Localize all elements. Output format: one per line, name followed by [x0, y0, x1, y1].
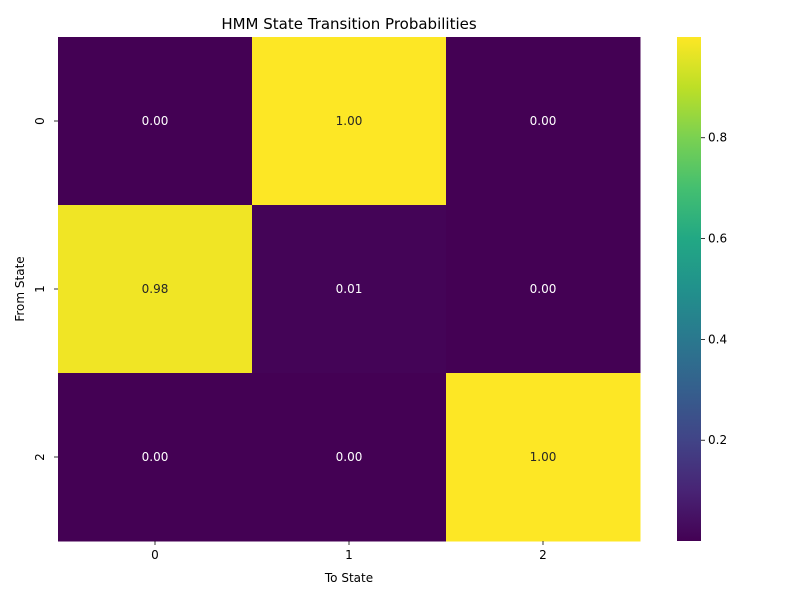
y-tick-label: 2: [33, 453, 47, 461]
heatmap-cell: [58, 205, 253, 374]
heatmap-cell: [58, 373, 253, 542]
colorbar-tick-label: 0.4: [708, 332, 727, 346]
heatmap-cells: [58, 37, 641, 542]
colorbar-tick-label: 0.6: [708, 232, 727, 246]
colorbar-tick-label: 0.2: [708, 433, 727, 447]
cell-value-label: 0.00: [142, 114, 169, 128]
colorbar-tick-label: 0.8: [708, 131, 727, 145]
y-tick-label: 1: [33, 285, 47, 293]
heatmap-cell: [446, 205, 641, 374]
heatmap-cell: [252, 205, 447, 374]
cell-value-label: 1.00: [336, 114, 363, 128]
cell-value-label: 0.00: [530, 114, 557, 128]
y-axis-label: From State: [13, 256, 27, 321]
heatmap-cell: [252, 37, 447, 206]
heatmap-cell: [58, 37, 253, 206]
chart-title: HMM State Transition Probabilities: [221, 15, 477, 33]
x-axis-label: To State: [324, 571, 373, 585]
heatmap-cell: [446, 373, 641, 542]
cell-value-label: 0.00: [336, 450, 363, 464]
y-axis-ticks: 0 1 2: [33, 117, 58, 461]
cell-value-label: 0.01: [336, 282, 363, 296]
heatmap-cell: [252, 373, 447, 542]
x-tick-label: 1: [345, 548, 353, 562]
cell-value-label: 0.98: [142, 282, 169, 296]
cell-value-label: 0.00: [142, 450, 169, 464]
cell-value-label: 1.00: [530, 450, 557, 464]
heatmap-cell: [446, 37, 641, 206]
cell-value-label: 0.00: [530, 282, 557, 296]
colorbar-ticks: 0.2 0.4 0.6 0.8: [701, 131, 727, 447]
colorbar: [677, 37, 701, 541]
y-tick-label: 0: [33, 117, 47, 125]
heatmap-cell-labels: 0.00 1.00 0.00 0.98 0.01 0.00 0.00 0.00 1.00: [142, 114, 557, 464]
x-axis-ticks: 0 1 2: [151, 541, 547, 562]
x-tick-label: 0: [151, 548, 159, 562]
x-tick-label: 2: [539, 548, 547, 562]
